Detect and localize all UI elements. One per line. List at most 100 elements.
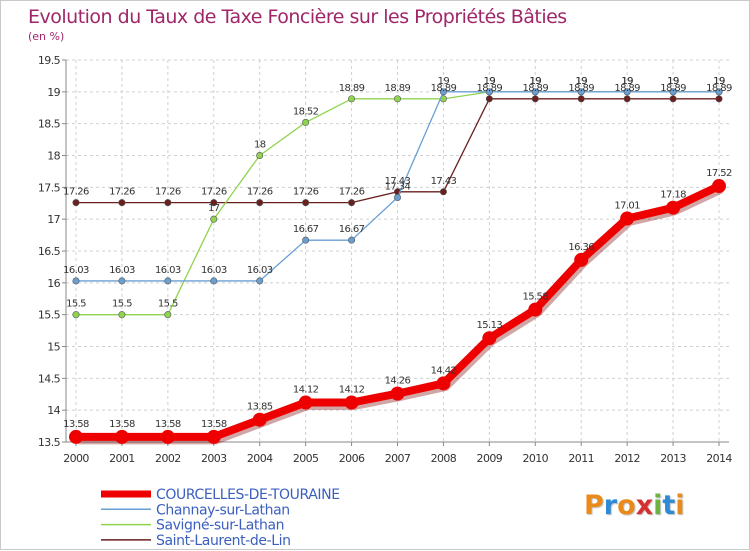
data-label: 17.18 bbox=[660, 190, 686, 201]
data-label: 13.58 bbox=[155, 419, 181, 430]
x-tick-label: 2005 bbox=[293, 452, 319, 465]
data-label: 19 bbox=[575, 76, 587, 87]
axes: 13.5 14 14.5 15 15.5 16 16.5 17 17.5 18 18.5 19 19.5… bbox=[38, 54, 733, 465]
y-tick-label: 15 bbox=[47, 341, 60, 354]
data-point bbox=[531, 95, 539, 103]
data-label: 17.26 bbox=[247, 187, 273, 198]
data-point bbox=[118, 311, 126, 319]
logo-letter: i bbox=[675, 490, 685, 521]
data-point bbox=[485, 95, 493, 103]
data-label: 17.26 bbox=[155, 187, 181, 198]
data-point bbox=[72, 199, 80, 207]
data-label: 17.01 bbox=[614, 201, 640, 212]
x-tick-label: 2006 bbox=[339, 452, 365, 465]
x-tick-label: 2009 bbox=[477, 452, 503, 465]
series-courcelles-de-touraine bbox=[69, 179, 726, 445]
x-tick-label: 2003 bbox=[201, 452, 227, 465]
data-point bbox=[256, 199, 264, 207]
data-label: 13.85 bbox=[247, 402, 273, 413]
data-label: 18.52 bbox=[293, 106, 319, 117]
x-tick-label: 2014 bbox=[706, 452, 732, 465]
data-label: 18.89 bbox=[568, 83, 594, 94]
logo-letter: i bbox=[653, 490, 663, 521]
data-label: 18.89 bbox=[614, 83, 640, 94]
data-label: 14.26 bbox=[385, 376, 411, 387]
data-point bbox=[256, 277, 264, 285]
data-label: 17.26 bbox=[63, 187, 89, 198]
data-label: 18.89 bbox=[339, 83, 365, 94]
logo-letter: x bbox=[635, 490, 654, 521]
y-tick-label: 17 bbox=[47, 213, 60, 226]
data-point bbox=[302, 118, 310, 126]
data-label: 17.52 bbox=[706, 168, 732, 179]
data-point bbox=[302, 236, 310, 244]
data-labels: 17.26 17.26 17.26 17.26 17.26 17.26 17.26 17.43… bbox=[63, 76, 732, 430]
data-point bbox=[164, 199, 172, 207]
data-point bbox=[669, 88, 677, 96]
data-label: 19 bbox=[484, 76, 496, 87]
data-label: 17.26 bbox=[109, 187, 135, 198]
data-label: 18.89 bbox=[477, 83, 503, 94]
data-point bbox=[436, 376, 451, 391]
data-point bbox=[482, 331, 497, 346]
x-tick-label: 2002 bbox=[155, 452, 181, 465]
data-point bbox=[439, 188, 447, 196]
data-point bbox=[666, 200, 681, 215]
data-point bbox=[210, 277, 218, 285]
data-point bbox=[577, 95, 585, 103]
data-label: 15.13 bbox=[477, 320, 503, 331]
data-label: 16.03 bbox=[155, 265, 181, 276]
y-axis-unit: (en %) bbox=[28, 30, 64, 43]
legend-item: Channay-sur-Lathan bbox=[101, 502, 290, 518]
data-label: 19 bbox=[621, 76, 633, 87]
data-label: 19 bbox=[621, 76, 633, 87]
series-channay-sur-lathan bbox=[72, 88, 723, 285]
legend: COURCELLES-DE-TOURAINEChannay-sur-Lathan… bbox=[101, 487, 340, 549]
data-label: 13.58 bbox=[109, 419, 135, 430]
data-point bbox=[344, 395, 359, 410]
data-label: 19 bbox=[667, 76, 679, 87]
data-label: 19 bbox=[713, 76, 725, 87]
data-label: 15.58 bbox=[522, 292, 548, 303]
data-label: 19 bbox=[484, 76, 496, 87]
data-point bbox=[206, 429, 221, 444]
logo-letter: P bbox=[584, 490, 604, 521]
data-point bbox=[712, 179, 726, 194]
data-point bbox=[485, 88, 493, 96]
data-label: 13.58 bbox=[63, 419, 89, 430]
data-point bbox=[348, 95, 356, 103]
data-point bbox=[118, 277, 126, 285]
data-label: 17.34 bbox=[385, 182, 411, 193]
data-label: 14.12 bbox=[293, 385, 319, 396]
data-point bbox=[623, 95, 631, 103]
data-label: 16.67 bbox=[339, 224, 365, 235]
y-tick-label: 15.5 bbox=[38, 309, 61, 322]
y-tick-label: 13.5 bbox=[38, 436, 61, 449]
x-tick-label: 2008 bbox=[431, 452, 457, 465]
legend-item: Saint-Laurent-de-Lin bbox=[101, 533, 291, 549]
data-point bbox=[298, 395, 313, 410]
data-label: 19 bbox=[713, 76, 725, 87]
data-label: 18 bbox=[254, 140, 266, 151]
data-point bbox=[302, 199, 310, 207]
data-label: 18.89 bbox=[706, 83, 732, 94]
x-tick-label: 2007 bbox=[385, 452, 411, 465]
data-point bbox=[72, 311, 80, 319]
data-point bbox=[393, 194, 401, 202]
logo-letter: o bbox=[617, 490, 636, 521]
chart-title: Evolution du Taux de Taxe Foncière sur l… bbox=[28, 6, 567, 28]
data-label: 15.5 bbox=[158, 299, 178, 310]
legend-label: Saint-Laurent-de-Lin bbox=[156, 533, 291, 549]
data-label: 18.89 bbox=[385, 83, 411, 94]
data-label: 16.03 bbox=[201, 265, 227, 276]
grid bbox=[66, 59, 729, 443]
data-point bbox=[393, 95, 401, 103]
data-point bbox=[439, 88, 447, 96]
data-point bbox=[528, 302, 543, 317]
data-label: 15.5 bbox=[66, 299, 86, 310]
data-label: 16.36 bbox=[568, 242, 594, 253]
series bbox=[69, 88, 726, 445]
data-label: 17.26 bbox=[201, 187, 227, 198]
